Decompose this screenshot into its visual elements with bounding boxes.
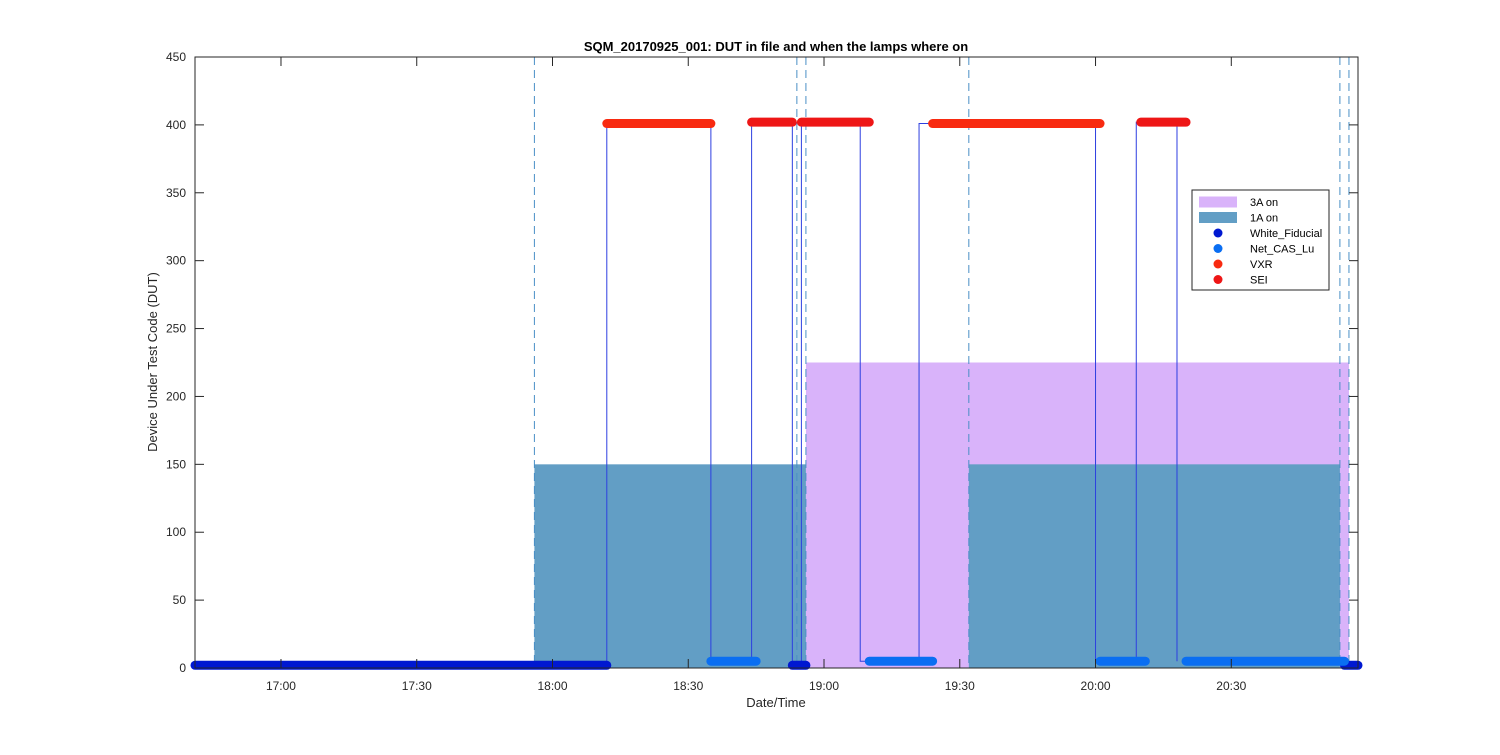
y-tick-label: 200 [166,389,186,403]
y-tick-label: 450 [166,50,186,64]
area-1a-on [968,464,1340,668]
legend-label: 1A on [1250,213,1278,225]
y-tick-label: 0 [179,661,186,675]
x-tick-label: 17:30 [402,679,432,693]
y-tick-label: 300 [166,254,186,268]
area-1a-on [534,464,806,668]
y-tick-label: 100 [166,525,186,539]
lamp-areas [534,362,1349,668]
legend-marker [1213,228,1223,238]
dut-series [190,117,1363,670]
y-tick-label: 250 [166,322,186,336]
y-tick-label: 50 [173,593,187,607]
legend-label: White_Fiducial [1250,228,1322,240]
legend-label: Net_CAS_Lu [1250,244,1314,256]
legend-marker [1213,244,1223,253]
x-tick-label: 20:00 [1081,679,1111,693]
x-tick-label: 18:00 [537,679,567,693]
x-tick-label: 19:00 [809,679,839,693]
legend-patch [1199,212,1237,223]
y-tick-label: 400 [166,118,186,132]
dashed-markers [533,57,1350,668]
y-tick-label: 350 [166,186,186,200]
legend-label: VXR [1250,259,1273,271]
legend-marker [1213,275,1223,284]
y-axis-label: Device Under Test Code (DUT) [145,272,160,452]
x-tick-label: 17:00 [266,679,296,693]
legend[interactable]: 3A on 1A on White_Fiducial Net_CAS_Lu VXR SEI [1191,189,1330,291]
legend-label: 3A on [1250,197,1278,209]
plot-area-frame [194,56,1359,669]
x-tick-label: 18:30 [673,679,703,693]
x-tick-label: 19:30 [945,679,975,693]
chart-title: SQM_20170925_001: DUT in file and when t… [584,39,968,54]
legend-label: SEI [1250,275,1268,287]
legend-marker [1213,259,1223,269]
x-axis-label: Date/Time [746,695,805,710]
legend-patch [1199,196,1237,208]
y-tick-label: 150 [166,457,186,471]
x-axis-ticks: 17:00 17:30 18:00 18:30 19:00 19:30 20:00 20:30 [266,57,1247,693]
y-axis-ticks: 0 50 100 150 200 250 300 350 400 450 [166,50,1358,675]
x-tick-label: 20:30 [1216,679,1246,693]
